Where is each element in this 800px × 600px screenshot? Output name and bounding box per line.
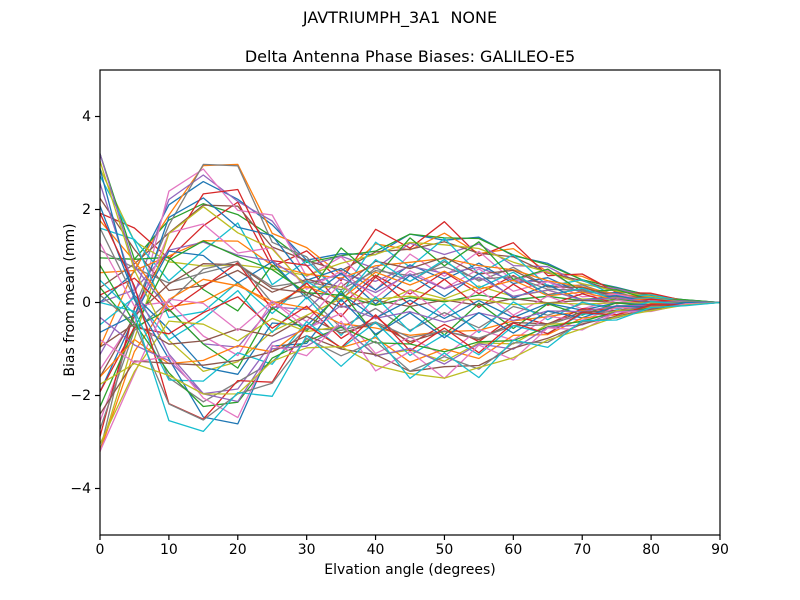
y-tick-label: −4 xyxy=(70,480,91,497)
series-line xyxy=(99,250,721,333)
x-tick-label: 20 xyxy=(228,542,247,558)
series-line xyxy=(99,287,721,369)
series-line xyxy=(99,203,721,304)
axes-title: Delta Antenna Phase Biases: GALILEO-E5 xyxy=(244,47,576,66)
x-tick-label: 90 xyxy=(711,542,729,558)
x-tick-label: 30 xyxy=(297,542,316,558)
series-line xyxy=(99,168,721,304)
x-tick-label: 50 xyxy=(435,542,454,558)
x-tick-label: 80 xyxy=(642,542,661,558)
x-tick-label: 10 xyxy=(159,542,178,558)
series-line xyxy=(99,197,721,393)
y-tick-label: 4 xyxy=(82,108,91,125)
x-tick-label: 60 xyxy=(504,542,523,558)
series-line xyxy=(99,197,721,304)
series-line xyxy=(99,289,721,341)
series-line xyxy=(99,153,721,312)
series-line xyxy=(99,168,721,425)
series-line xyxy=(99,301,721,395)
y-tick-label: 0 xyxy=(82,294,91,311)
series-line xyxy=(99,262,721,318)
series-line xyxy=(99,242,721,357)
x-tick-label: 40 xyxy=(366,542,385,558)
axis-ticks xyxy=(95,115,721,540)
y-tick-label: 2 xyxy=(82,201,91,218)
series-line xyxy=(99,279,721,433)
x-axis-label: Elvation angle (degrees) xyxy=(324,562,496,578)
series-lines xyxy=(99,153,721,452)
series-line xyxy=(99,174,721,355)
figure-suptitle: JAVTRIUMPH_3A1 NONE xyxy=(302,8,498,27)
axes-frame xyxy=(99,69,721,536)
x-tick-label: 0 xyxy=(95,542,105,558)
x-tick-label: 70 xyxy=(573,542,592,558)
series-line xyxy=(99,301,721,419)
series-line xyxy=(99,294,721,421)
series-line xyxy=(99,223,721,370)
y-tick-label: −2 xyxy=(70,387,91,404)
